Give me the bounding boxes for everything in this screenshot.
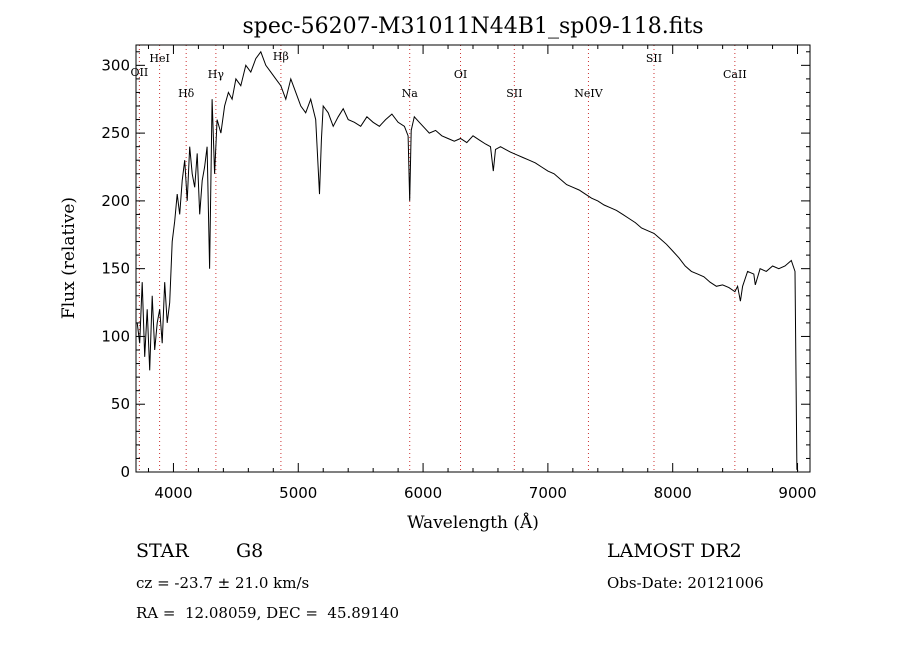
x-tick-label: 7000	[529, 484, 567, 502]
object-class: STAR	[136, 540, 189, 562]
y-axis-label: Flux (relative)	[59, 197, 79, 319]
y-tick-label: 50	[111, 395, 130, 413]
chart-title: spec-56207-M31011N44B1_sp09-118.fits	[242, 14, 703, 39]
spectral-line-label: OII	[131, 66, 149, 79]
spectral-line-label: Hβ	[273, 50, 289, 63]
y-tick-label: 100	[101, 327, 130, 345]
y-tick-label: 150	[101, 260, 130, 278]
spectral-line-label: Hγ	[208, 68, 225, 81]
radial-velocity: cz = -23.7 ± 21.0 km/s	[136, 574, 310, 592]
spectrum-line	[136, 50, 799, 471]
spectral-line-label: SII	[506, 87, 522, 100]
spectral-line-label: Hδ	[178, 87, 195, 100]
spectral-line-label: HeI	[149, 52, 169, 65]
y-tick-label: 300	[101, 56, 130, 74]
x-axis-ticks: 4000 5000 6000 7000 8000 9000	[147, 45, 817, 502]
x-axis-label: Wavelength (Å)	[407, 512, 539, 533]
y-tick-label: 0	[120, 463, 130, 481]
x-tick-label: 6000	[404, 484, 442, 502]
spectral-line-label: Na	[402, 87, 419, 100]
object-subclass: G8	[236, 540, 264, 562]
plot-frame	[135, 44, 811, 473]
x-tick-label: 8000	[654, 484, 692, 502]
x-tick-label: 5000	[279, 484, 317, 502]
y-tick-label: 200	[101, 192, 130, 210]
y-tick-label: 250	[101, 124, 130, 142]
sky-coordinates: RA = 12.08059, DEC = 45.89140	[136, 604, 400, 622]
spectral-line-label: OI	[454, 68, 467, 81]
spectral-line-label: CaII	[723, 68, 747, 81]
spectral-line-label: SII	[646, 52, 662, 65]
x-tick-label: 4000	[154, 484, 192, 502]
spectral-line-label: NeIV	[574, 87, 603, 100]
y-axis-ticks: 0 50 100 150 200 250 300	[101, 51, 810, 481]
survey-name: LAMOST DR2	[607, 540, 742, 562]
observation-date: Obs-Date: 20121006	[607, 574, 764, 592]
x-tick-label: 9000	[778, 484, 816, 502]
